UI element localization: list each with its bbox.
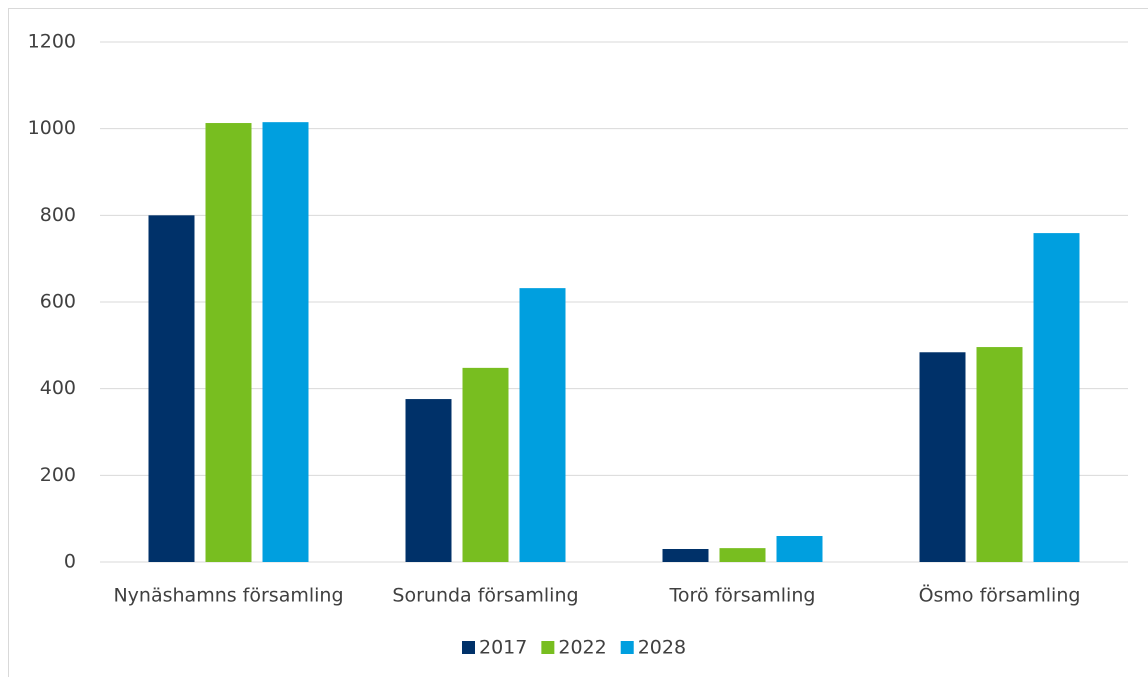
bar — [263, 122, 309, 562]
y-tick-label: 800 — [40, 204, 76, 226]
y-tick-label: 0 — [64, 551, 76, 573]
bar — [206, 123, 252, 562]
y-tick-label: 200 — [40, 464, 76, 486]
y-tick-label: 600 — [40, 291, 76, 313]
bar — [463, 368, 509, 562]
bar — [1034, 233, 1080, 562]
bar — [406, 399, 452, 562]
legend-swatch — [541, 641, 554, 654]
bar — [149, 215, 195, 562]
y-tick-label: 400 — [40, 377, 76, 399]
legend-label: 2017 — [479, 637, 527, 659]
x-tick-label: Sorunda församling — [392, 585, 578, 607]
x-tick-label: Torö församling — [669, 585, 816, 607]
legend-swatch — [621, 641, 634, 654]
legend-label: 2028 — [638, 637, 686, 659]
bar — [720, 548, 766, 562]
y-tick-label: 1000 — [28, 117, 76, 139]
legend-swatch — [462, 641, 475, 654]
legend-label: 2022 — [558, 637, 606, 659]
y-tick-label: 1200 — [28, 31, 76, 53]
bar — [663, 549, 709, 562]
x-tick-label: Nynäshamns församling — [113, 585, 343, 607]
bar — [920, 352, 966, 562]
bar — [520, 288, 566, 562]
bar — [777, 536, 823, 562]
bar — [977, 347, 1023, 562]
x-tick-label: Ösmo församling — [919, 584, 1081, 607]
